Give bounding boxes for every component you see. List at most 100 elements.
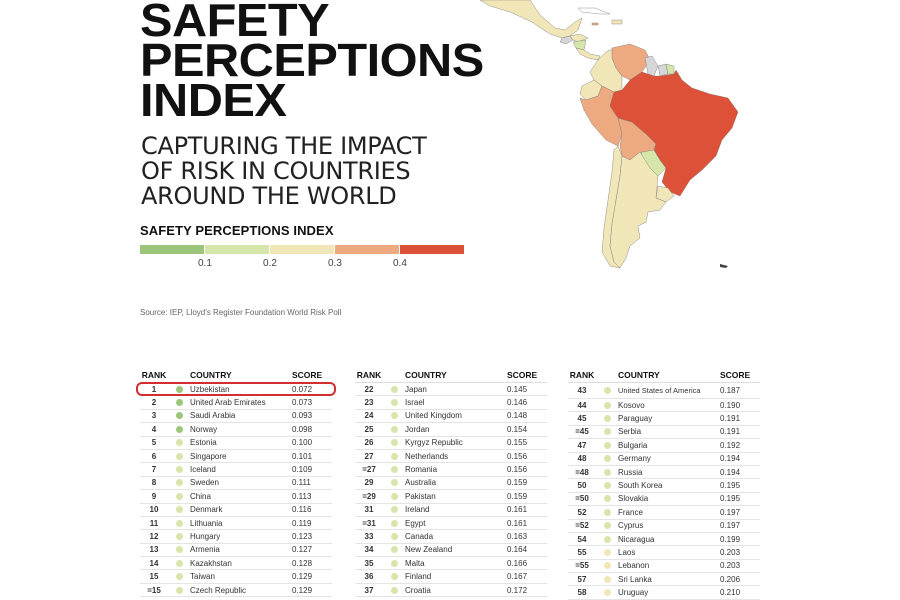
country-cell: Czech Republic xyxy=(190,585,247,595)
score-cell: 0.159 xyxy=(507,491,528,501)
score-band-dot-icon xyxy=(390,559,398,567)
score-cell: 0.129 xyxy=(292,572,313,582)
score-cell: 0.100 xyxy=(292,438,313,448)
score-band-dot-cell xyxy=(168,425,190,433)
table-row: 9 China 0.113 xyxy=(140,490,332,504)
map-nicaragua xyxy=(572,39,587,51)
score-band-dot-icon xyxy=(603,455,611,463)
table-row: 8 Sweden 0.111 xyxy=(140,477,332,491)
score-band-dot-cell xyxy=(383,559,405,567)
header-country: COUNTRY xyxy=(405,370,447,380)
rank-cell: 12 xyxy=(149,531,159,541)
score-band-dot-icon xyxy=(390,586,398,594)
map-guyana xyxy=(644,55,659,77)
map-brazil xyxy=(609,69,739,197)
score-band-dot-icon xyxy=(175,439,183,447)
score-band-dot-icon xyxy=(175,385,183,393)
score-band-dot-cell xyxy=(383,425,405,433)
score-band-dot-cell xyxy=(168,439,190,447)
score-band-dot-cell xyxy=(383,479,405,487)
table-row: 12 Hungary 0.123 xyxy=(140,530,332,544)
legend-title: SAFETY PERCEPTIONS INDEX xyxy=(140,223,334,238)
source-note: Source: IEP, Lloyd's Register Foundation… xyxy=(140,308,342,317)
ranking-table-2: RANK COUNTRY SCORE 22 Japan 0.145 23 Israel 0.14… xyxy=(355,368,547,598)
rank-cell: 3 xyxy=(151,411,157,421)
table-row: =31 Egypt 0.161 xyxy=(355,517,547,531)
table-row: 7 Iceland 0.109 xyxy=(140,463,332,477)
table-header: RANK COUNTRY SCORE xyxy=(355,368,547,383)
header-country: COUNTRY xyxy=(618,370,660,380)
table-row: 27 Netherlands 0.156 xyxy=(355,450,547,464)
score-band-dot-cell xyxy=(596,401,618,409)
subtitle: CAPTURING THE IMPACT OF RISK IN COUNTRIE… xyxy=(141,134,427,209)
score-cell: 0.206 xyxy=(720,574,741,584)
table-row: 44 Kosovo 0.190 xyxy=(568,399,760,413)
table-row: 31 Ireland 0.161 xyxy=(355,504,547,517)
country-cell: Norway xyxy=(190,424,218,434)
score-band-dot-cell xyxy=(383,546,405,554)
table-header: RANK COUNTRY SCORE xyxy=(568,368,760,383)
table-row: 52 France 0.197 xyxy=(568,506,760,520)
table-header: RANK COUNTRY SCORE xyxy=(140,368,332,383)
score-band-dot-icon xyxy=(390,479,398,487)
country-cell: Denmark xyxy=(190,505,223,515)
score-band-dot-cell xyxy=(596,428,618,436)
score-band-dot-cell xyxy=(596,387,618,394)
legend-swatch-2 xyxy=(205,245,269,254)
score-band-dot-cell xyxy=(168,452,190,460)
score-band-dot-icon xyxy=(603,589,611,597)
score-band-dot-cell xyxy=(596,589,618,597)
score-band-dot-cell xyxy=(383,385,405,393)
rank-cell: 57 xyxy=(577,574,587,584)
rank-cell: 54 xyxy=(577,534,587,544)
score-band-dot-icon xyxy=(175,559,183,567)
score-cell: 0.129 xyxy=(292,585,313,595)
rank-cell: 50 xyxy=(577,481,587,491)
table-row: 3 Saudi Arabia 0.093 xyxy=(140,410,332,424)
map-falklands xyxy=(720,264,728,268)
map-honduras xyxy=(569,33,589,43)
score-cell: 0.098 xyxy=(292,424,313,434)
score-band-dot-icon xyxy=(390,439,398,447)
country-cell: United Kingdom xyxy=(405,411,462,421)
score-cell: 0.109 xyxy=(292,465,313,475)
score-band-dot-cell xyxy=(596,455,618,463)
header-rank: RANK xyxy=(141,370,167,380)
rank-cell: 43 xyxy=(577,386,587,395)
country-cell: Laos xyxy=(618,547,636,557)
table-row: 4 Norway 0.098 xyxy=(140,423,332,437)
country-cell: Estonia xyxy=(190,438,217,448)
table-row: =50 Slovakia 0.195 xyxy=(568,493,760,507)
legend-tick: 0.2 xyxy=(263,258,277,269)
country-cell: France xyxy=(618,507,643,517)
score-band-dot-cell xyxy=(596,508,618,516)
score-band-dot-cell xyxy=(168,586,190,594)
table-row: 25 Jordan 0.154 xyxy=(355,423,547,437)
score-cell: 0.195 xyxy=(720,481,741,491)
score-band-dot-icon xyxy=(175,452,183,460)
score-cell: 0.146 xyxy=(507,398,528,408)
score-cell: 0.192 xyxy=(720,440,741,450)
country-cell: Japan xyxy=(405,384,427,394)
header-score: SCORE xyxy=(720,370,751,380)
score-band-dot-icon xyxy=(175,506,183,514)
title-line: INDEX xyxy=(140,74,287,126)
score-band-dot-cell xyxy=(168,492,190,500)
rank-cell: =52 xyxy=(575,521,589,531)
score-band-dot-icon xyxy=(175,573,183,581)
country-cell: Uruguay xyxy=(618,588,649,598)
score-cell: 0.101 xyxy=(292,451,313,461)
score-cell: 0.199 xyxy=(720,534,741,544)
score-band-dot-cell xyxy=(596,562,618,570)
score-band-dot-icon xyxy=(603,468,611,476)
country-cell: Sweden xyxy=(190,478,219,488)
score-cell: 0.155 xyxy=(507,438,528,448)
score-band-dot-icon xyxy=(175,412,183,420)
country-cell: Canada xyxy=(405,531,434,541)
table-row: 48 Germany 0.194 xyxy=(568,453,760,466)
country-cell: Germany xyxy=(618,454,651,464)
table-row: 47 Bulgaria 0.192 xyxy=(568,439,760,453)
table-row: 6 Singapore 0.101 xyxy=(140,450,332,464)
rank-cell: 27 xyxy=(364,451,374,461)
country-cell: Australia xyxy=(405,478,437,488)
